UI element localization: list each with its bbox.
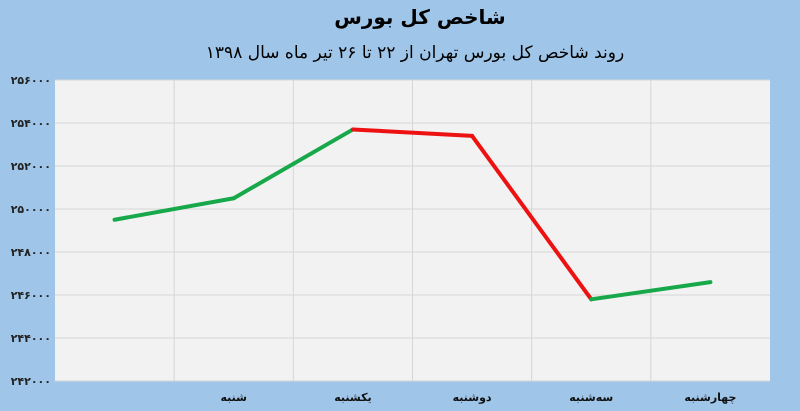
line-segment	[470, 133, 594, 302]
data-point	[470, 134, 474, 138]
x-tick-label: چهارشنبه	[684, 391, 736, 404]
x-axis-ticks: شنبه یکشنبه دوشنبه سه‌شنبه چهارشنبه	[221, 391, 737, 404]
data-point	[589, 297, 593, 301]
y-axis-ticks: ۲۴۲۰۰۰ ۲۴۴۰۰۰ ۲۴۶۰۰۰ ۲۴۸۰۰۰ ۲۵۰۰۰۰ ۲۵۲۰۰۰ ۲۵۴۰…	[11, 74, 51, 388]
data-point	[113, 218, 117, 222]
chart-title: شاخص کل بورس	[334, 5, 505, 29]
y-tick-label: ۲۴۲۰۰۰	[11, 375, 51, 388]
y-tick-label: ۲۴۸۰۰۰	[11, 246, 51, 259]
line-segment	[112, 196, 236, 222]
x-tick-label: یکشنبه	[334, 391, 371, 404]
data-point	[708, 280, 712, 284]
x-tick-label: سه‌شنبه	[569, 391, 613, 404]
y-tick-label: ۲۴۴۰۰۰	[11, 332, 51, 345]
line-segment	[589, 280, 713, 302]
line-segment	[350, 127, 475, 138]
x-tick-label: شنبه	[221, 391, 247, 404]
y-tick-label: ۲۵۰۰۰۰	[11, 203, 51, 216]
line-segment	[231, 127, 355, 201]
y-tick-label: ۲۵۴۰۰۰	[11, 117, 51, 130]
data-point	[232, 196, 236, 200]
x-tick-label: دوشنبه	[453, 391, 492, 404]
y-tick-label: ۲۵۶۰۰۰	[11, 74, 51, 87]
grid	[55, 79, 770, 382]
data-point	[351, 127, 355, 131]
y-tick-label: ۲۴۶۰۰۰	[11, 289, 51, 302]
y-tick-label: ۲۵۲۰۰۰	[11, 160, 51, 173]
chart-subtitle: روند شاخص کل بورس تهران از ۲۲ تا ۲۶ تیر …	[206, 43, 624, 63]
series-line	[112, 127, 713, 302]
